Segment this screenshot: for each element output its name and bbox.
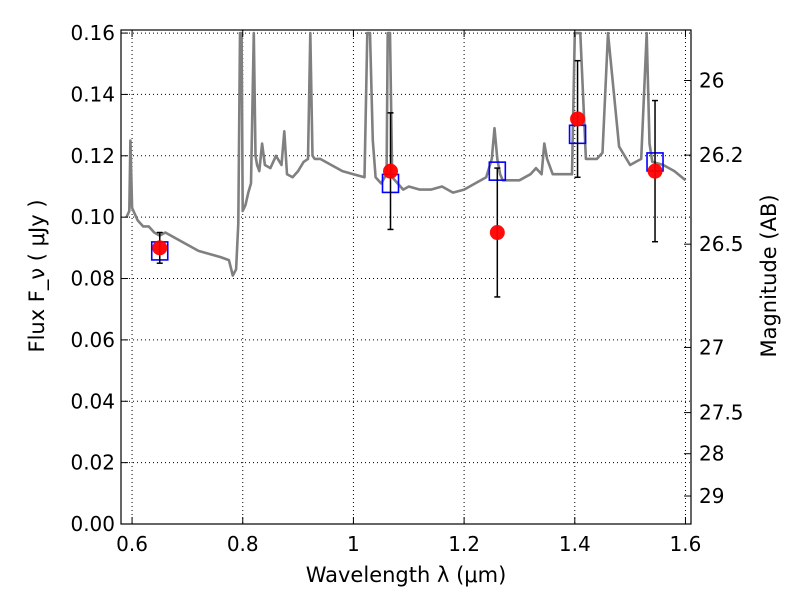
y-tick-label: 0.12 (70, 144, 115, 168)
mag-tick-label: 27 (699, 335, 724, 359)
observed-point (383, 163, 399, 179)
axis-ticks: 0.6 0.8 1 1.2 1.4 1.6 0.00 0.02 0.04 0.06 0.08 0.10… (70, 21, 743, 556)
y-tick-label: 0.06 (70, 328, 115, 352)
mag-tick-label: 26.2 (699, 143, 744, 167)
x-tick-label: 1 (347, 532, 360, 556)
x-tick-label: 0.6 (116, 532, 148, 556)
x-tick-label: 0.8 (227, 532, 259, 556)
model-spectrum-layer (125, 31, 687, 277)
magnitude-axis-label: Magnitude (AB) (757, 194, 781, 357)
y-tick-label: 0.16 (70, 21, 115, 45)
observed-point (489, 225, 505, 241)
mag-tick-label: 28 (699, 442, 724, 466)
y-tick-label: 0.02 (70, 451, 115, 475)
y-tick-label: 0.04 (70, 389, 115, 413)
y-axis-label: Flux F_ν ( μJy ) (25, 199, 50, 352)
y-tick-label: 0.00 (70, 512, 115, 536)
x-axis-label: Wavelength λ (μm) (306, 563, 507, 587)
plot-frame (120, 29, 692, 525)
observed-point (570, 111, 586, 127)
y-tick-label: 0.10 (70, 205, 115, 229)
mag-tick-label: 27.5 (699, 401, 744, 425)
x-tick-label: 1.4 (559, 532, 591, 556)
mag-tick-label: 29 (699, 484, 724, 508)
x-tick-label: 1.6 (670, 532, 702, 556)
mag-tick-label: 26 (699, 68, 724, 92)
observed-point (647, 163, 663, 179)
photometry-layer (150, 59, 664, 298)
model-spectrum-line (125, 31, 687, 277)
x-tick-label: 1.2 (448, 532, 480, 556)
observed-point (152, 240, 168, 256)
mag-tick-label: 26.5 (699, 232, 744, 256)
y-tick-label: 0.08 (70, 267, 115, 291)
y-tick-label: 0.14 (70, 82, 115, 106)
grid-lines (121, 30, 691, 524)
